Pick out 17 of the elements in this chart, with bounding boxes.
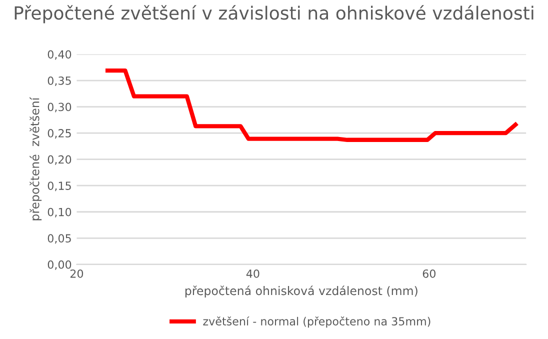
x-tick-label: 20 [70,269,84,278]
y-tick-label: 0,30 [48,102,72,112]
y-tick-label: 0,15 [48,182,71,192]
y-axis-title: přepočtené zvětšení [30,97,42,220]
x-tick-label: 40 [246,269,260,278]
y-tick-label: 0,10 [48,208,72,218]
y-tick-label: 0,25 [48,129,71,139]
line-series [105,68,518,142]
y-tick-label: 0,40 [48,50,72,60]
y-tick-label: 0,35 [48,76,71,86]
y-tick-label: 0,00 [48,260,72,270]
chart-title: Přepočtené zvětšení v závislosti na ohniskové vzdálenosti [14,5,534,24]
y-tick-label: 0,05 [48,234,71,244]
x-tick-label: 60 [422,269,436,278]
y-tick-label: 0,20 [48,155,72,165]
legend-label: zvětšení - normal (přepočteno na 35mm) [203,316,430,328]
x-axis-title: přepočtená ohnisková vzdálenost (mm) [185,286,418,298]
